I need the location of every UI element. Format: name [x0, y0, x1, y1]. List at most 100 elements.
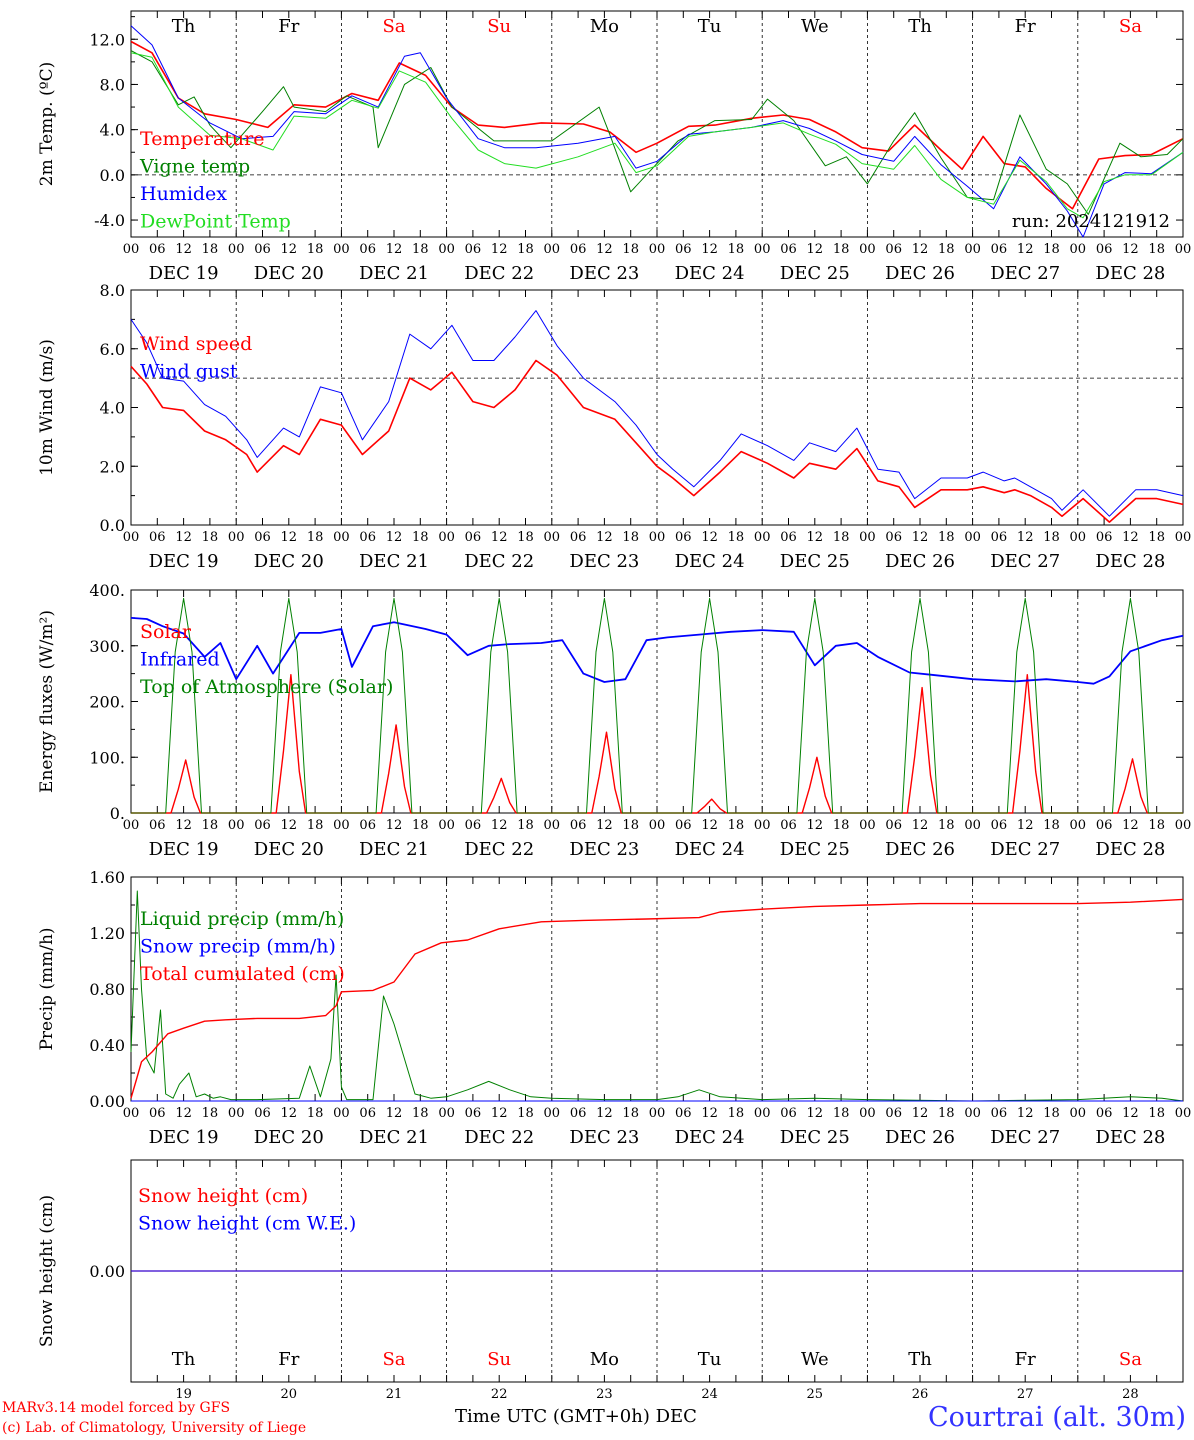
x-hour-label: 06 [149, 530, 166, 545]
series-temperature [130, 40, 1184, 210]
x-hour-label: 06 [149, 818, 166, 833]
x-hour-label: 18 [1043, 242, 1060, 257]
date-label: DEC 19 [149, 263, 219, 284]
x-hour-label: 06 [570, 1106, 587, 1121]
legend-entry: Snow precip (mm/h) [140, 936, 336, 958]
x-hour-label: 12 [701, 242, 718, 257]
x-hour-label: 18 [307, 1106, 324, 1121]
legend-entry: Liquid precip (mm/h) [140, 908, 344, 930]
date-label: DEC 19 [149, 839, 219, 860]
x-hour-label: 12 [807, 530, 824, 545]
station-name: Courtrai (alt. 30m) [927, 1402, 1186, 1433]
x-hour-label: 06 [991, 242, 1008, 257]
x-hour-label: 06 [465, 818, 482, 833]
day-number-label: 26 [912, 1387, 929, 1402]
y-tick-label: 0.80 [89, 980, 125, 999]
x-hour-label: 06 [254, 530, 271, 545]
weekday-label-top: Sa [382, 16, 405, 37]
legend-entry: Wind gust [140, 361, 238, 383]
x-hour-label: 00 [228, 1106, 245, 1121]
date-label: DEC 20 [254, 551, 324, 572]
date-label: DEC 21 [359, 551, 429, 572]
series-dewpoint-temp [130, 52, 1184, 219]
x-hour-label: 00 [228, 242, 245, 257]
x-hour-label: 00 [649, 242, 666, 257]
weekday-label-top: We [801, 16, 829, 37]
x-hour-label: 00 [438, 1106, 455, 1121]
weekday-label-bottom: We [801, 1349, 829, 1370]
x-hour-label: 12 [1017, 818, 1034, 833]
date-label: DEC 24 [675, 1127, 745, 1148]
weekday-label-top: Fr [1015, 16, 1036, 37]
series-wind-gust [130, 310, 1184, 517]
y-axis-label: Precip (mm/h) [37, 927, 57, 1050]
x-hour-label: 00 [964, 818, 981, 833]
legend-entry: Vigne temp [139, 156, 250, 178]
x-hour-label: 12 [807, 818, 824, 833]
x-hour-label: 00 [649, 1106, 666, 1121]
y-tick-label: -4.0 [94, 211, 125, 230]
x-hour-label: 06 [359, 530, 376, 545]
x-hour-label: 12 [386, 530, 403, 545]
x-hour-label: 06 [780, 242, 797, 257]
x-hour-label: 12 [1122, 530, 1139, 545]
x-hour-label: 00 [1175, 1106, 1192, 1121]
date-label: DEC 24 [675, 263, 745, 284]
x-hour-label: 06 [991, 530, 1008, 545]
x-hour-label: 06 [570, 242, 587, 257]
x-hour-label: 12 [386, 1106, 403, 1121]
date-label: DEC 27 [990, 551, 1060, 572]
x-hour-label: 06 [1096, 818, 1113, 833]
date-label: DEC 27 [990, 1127, 1060, 1148]
x-hour-label: 12 [281, 1106, 298, 1121]
x-hour-label: 12 [386, 242, 403, 257]
x-hour-label: 06 [1096, 1106, 1113, 1121]
x-hour-label: 00 [544, 818, 561, 833]
x-hour-label: 00 [964, 1106, 981, 1121]
x-hour-label: 00 [333, 1106, 350, 1121]
y-axis-label: Snow height (cm) [37, 1195, 57, 1347]
series-total-cumulated-cm [130, 898, 1184, 1099]
day-number-label: 19 [175, 1387, 192, 1402]
date-label: DEC 28 [1095, 839, 1165, 860]
series-liquid-precip-mm-h [130, 890, 1184, 1102]
x-hour-label: 00 [544, 242, 561, 257]
x-hour-label: 18 [622, 1106, 639, 1121]
weekday-label-bottom: Th [172, 1349, 196, 1370]
day-number-label: 20 [281, 1387, 298, 1402]
x-hour-label: 18 [517, 530, 534, 545]
x-hour-label: 12 [596, 242, 613, 257]
weekday-label-top: Su [487, 16, 511, 37]
y-tick-label: 0.0 [100, 516, 125, 535]
x-hour-label: 12 [1122, 242, 1139, 257]
y-tick-label: 8.0 [100, 281, 125, 300]
x-hour-label: 18 [622, 818, 639, 833]
x-hour-label: 18 [1148, 242, 1165, 257]
weekday-label-top: Fr [278, 16, 299, 37]
x-hour-label: 18 [833, 530, 850, 545]
date-label: DEC 21 [359, 263, 429, 284]
x-hour-label: 18 [412, 818, 429, 833]
date-label: DEC 20 [254, 839, 324, 860]
x-hour-label: 12 [175, 818, 192, 833]
x-hour-label: 06 [991, 818, 1008, 833]
x-hour-label: 06 [465, 530, 482, 545]
y-tick-label: 200. [89, 693, 125, 712]
x-hour-label: 06 [359, 1106, 376, 1121]
x-hour-label: 00 [1070, 1106, 1087, 1121]
x-hour-label: 06 [465, 242, 482, 257]
x-hour-label: 12 [596, 1106, 613, 1121]
x-hour-label: 18 [1148, 530, 1165, 545]
x-hour-label: 06 [359, 818, 376, 833]
x-hour-label: 06 [570, 818, 587, 833]
weekday-label-bottom: Th [908, 1349, 932, 1370]
x-hour-label: 00 [1175, 530, 1192, 545]
legend-entry: Infrared [140, 649, 220, 671]
weekday-label-top: Mo [590, 16, 619, 37]
date-label: DEC 28 [1095, 263, 1165, 284]
y-axis-label: 10m Wind (m/s) [37, 339, 57, 476]
x-hour-label: 00 [438, 818, 455, 833]
x-hour-label: 18 [307, 818, 324, 833]
y-axis-label: 2m Temp. (ºC) [37, 62, 57, 187]
